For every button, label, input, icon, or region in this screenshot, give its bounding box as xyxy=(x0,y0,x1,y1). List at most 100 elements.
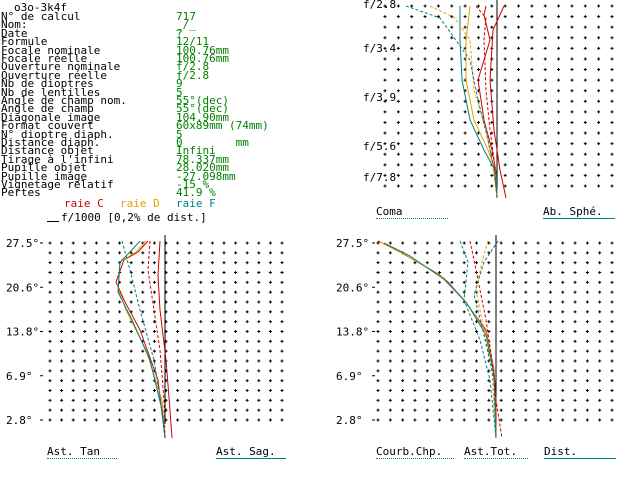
curv-curve-c xyxy=(377,240,497,438)
param-value: 78.337mm xyxy=(176,152,229,166)
sph-curve-d xyxy=(429,5,498,199)
param-label: Angle de champ nom. xyxy=(1,94,127,107)
param-value: 100.76mm xyxy=(176,52,229,65)
spherical-underline xyxy=(543,218,615,219)
y-axis-label: 13.8° xyxy=(6,326,39,339)
param-label: Format couvert xyxy=(1,119,94,133)
dist-underline xyxy=(544,458,616,459)
ab-curve-main xyxy=(489,5,507,199)
ast-tot-label: Ast.Tot. xyxy=(464,445,517,458)
param-label: Pupille image xyxy=(1,169,88,183)
param-value: 100.76mm xyxy=(176,43,229,57)
param-value: 5 xyxy=(176,127,183,141)
param-label: Vignetage relatif xyxy=(1,178,114,191)
y-axis-label: 2.8° xyxy=(6,414,33,427)
asttot-curve-c xyxy=(469,240,503,439)
param-value: -15 % xyxy=(176,178,210,191)
courb-chp-underline xyxy=(376,458,454,459)
param-value: 41.9 % xyxy=(176,186,216,200)
y-axis-label: 13.8° xyxy=(336,326,369,339)
y-axis-label: f/5.6 xyxy=(363,140,396,153)
param-label: Distance objet xyxy=(1,144,94,158)
field-curvature-chart-bottom-right: 27.5° 20.6° 13.8° 6.9° 2.8° xyxy=(336,235,614,439)
y-axis-label: 27.5° xyxy=(6,237,39,250)
param-value: ? xyxy=(176,26,183,40)
ast-tan-curve-c xyxy=(115,240,166,439)
param-value: -27.098mm xyxy=(176,169,236,183)
legend-raie-d: raie D xyxy=(120,197,160,210)
courb-chp-label: Courb.Chp. xyxy=(376,445,443,458)
param-value: 0 mm xyxy=(176,136,249,149)
asttot-curve-f xyxy=(473,240,499,439)
param-label: Formule xyxy=(1,35,48,49)
param-label: Angle de champ xyxy=(1,102,94,116)
param-value: f/2.8 xyxy=(176,60,210,74)
y-axis-label: 2.8° xyxy=(336,414,363,427)
ast-sag-underline xyxy=(216,458,286,459)
y-axis-label: f/3.9 xyxy=(363,91,396,104)
param-label: Ouverture réelle xyxy=(1,68,107,82)
ast-tan-label: Ast. Tan xyxy=(47,445,100,458)
param-label: Diagonale image xyxy=(1,110,101,124)
ast-tan-curve-f xyxy=(117,240,166,439)
coma-label: Coma xyxy=(376,205,403,218)
y-axis-label: 20.6° xyxy=(6,281,39,294)
astigmatism-chart-bottom-left: 27.5° 20.6° 13.8° 6.9° 2.8° xyxy=(6,235,284,439)
param-label: Focale réelle xyxy=(1,52,88,65)
y-axis-label: f/3.4 xyxy=(363,42,396,55)
param-value: 60x89mm (74mm) xyxy=(176,119,269,133)
ast-sag-label: Ast. Sag. xyxy=(216,445,276,458)
param-label: Pertes xyxy=(1,186,41,200)
param-value: 104.90mm xyxy=(176,110,229,124)
dist-label: Dist. xyxy=(544,445,578,458)
param-value: 55°(dec) xyxy=(176,102,229,116)
ast-tot-underline xyxy=(464,458,528,459)
param-value: 5 xyxy=(176,85,183,99)
param-label: Nb de dioptres xyxy=(1,77,94,91)
param-label: Distance diaph. xyxy=(1,136,101,149)
sph-curve-f xyxy=(405,5,498,199)
sph-curve-c xyxy=(475,5,498,199)
ast-sag-curve-c xyxy=(147,240,166,439)
y-axis-label: 27.5° xyxy=(336,237,369,250)
param-value: 28.020mm xyxy=(176,161,229,175)
spherical-aberration-label: Ab. Sphé. xyxy=(543,205,603,218)
dist-curve-f xyxy=(459,240,497,439)
param-value: 717 xyxy=(176,10,196,23)
param-value: 55°(dec) xyxy=(176,94,229,107)
y-axis-label: 20.6° xyxy=(336,281,369,294)
legend-scale-text: f/1000 [0,2% de dist.] xyxy=(61,211,207,224)
y-axis-label: 6.9° xyxy=(336,370,363,383)
param-label: Focale nominale xyxy=(1,43,101,57)
ast-sag-curve-main xyxy=(157,240,173,439)
legend-raie-c: raie C xyxy=(64,197,104,210)
param-label: N° dioptre diaph. xyxy=(1,127,114,141)
y-axis-label: 6.9° xyxy=(6,370,33,383)
param-label: Nom: xyxy=(1,18,28,32)
curv-curve-d xyxy=(379,241,497,439)
ast-sag-curve-f xyxy=(121,240,166,439)
window-title: o3o-3k4f xyxy=(14,1,67,14)
param-label: Pupille objet xyxy=(1,161,88,175)
param-label: N° de calcul xyxy=(1,10,81,23)
y-axis-label: f/2.8 xyxy=(363,0,396,11)
y-axis-label: f/7.8 xyxy=(363,171,396,184)
coma-curve-c xyxy=(477,5,498,199)
asttot-curve-d xyxy=(475,240,497,439)
param-label: Tirage à l'infini xyxy=(1,152,114,166)
coma-curve-f xyxy=(459,6,498,199)
param-value: f/2.8 xyxy=(176,68,210,82)
param-label: Ouverture nominale xyxy=(1,60,121,74)
ast-tan-underline xyxy=(47,458,117,459)
param-value: Infini xyxy=(176,144,216,158)
coma-underline xyxy=(376,218,448,219)
param-label: Date xyxy=(1,26,28,40)
param-value: 12/11 xyxy=(176,35,210,49)
legend-raie-f: raie F xyxy=(176,197,216,210)
param-value: _/_ xyxy=(176,18,196,32)
aberration-chart-top-right: f/2.8 f/3.4 f/3.9 f/5.6 f/7.8 xyxy=(363,0,614,199)
param-label: Nb de lentilles xyxy=(1,85,101,99)
legend-scale: f/1000 [0,2% de dist.] xyxy=(47,211,207,224)
param-value: 9 xyxy=(176,77,183,91)
